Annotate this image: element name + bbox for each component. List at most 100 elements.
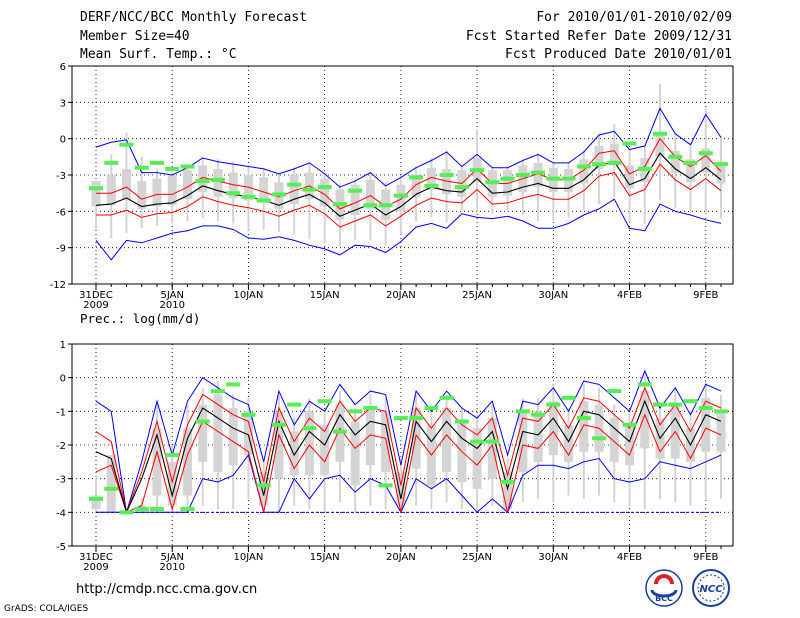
obs-marker [302,426,317,431]
y-tick-label: -5 [56,542,66,553]
max-envelope-line [95,369,722,513]
forecast-started-label: Fcst Started Refer Date 2009/12/31 [465,29,732,44]
box [91,181,101,207]
obs-marker [576,164,591,169]
obs-marker [531,412,546,417]
obs-marker [622,422,637,427]
obs-marker [531,170,546,175]
x-tick-label: 10JAN [234,552,264,563]
obs-marker [454,419,469,424]
obs-marker [470,168,485,173]
x-tick-year-label: 2009 [83,300,108,311]
obs-marker [302,187,317,192]
box [320,424,330,476]
obs-marker [683,160,698,165]
obs-marker [287,182,302,187]
box [152,178,162,207]
obs-marker [546,402,561,407]
obs-marker [210,177,225,182]
y-tick-label: 0 [60,135,66,146]
obs-marker [515,409,530,414]
box [274,411,284,479]
obs-marker [378,203,393,208]
obs-marker [439,395,454,400]
obs-marker [119,510,134,515]
box [320,178,330,207]
min-envelope-line [95,198,722,261]
obs-marker [592,162,607,167]
obs-marker [424,405,439,410]
box [518,411,528,472]
lower-spread-line [95,413,722,513]
box [655,135,665,157]
obs-marker [226,382,241,387]
obs-marker [607,389,622,394]
box [350,421,360,486]
obs-marker [256,198,271,203]
obs-marker [348,188,363,193]
upper-spread-line [96,137,722,210]
obs-marker [149,506,164,511]
chart-title: DERF/NCC/BCC Monthly Forecast [80,10,307,25]
obs-marker [149,160,164,165]
obs-marker [561,395,576,400]
box [198,404,208,462]
y-tick-label: -2 [56,441,66,452]
obs-marker [317,185,332,190]
box [259,177,269,203]
box [182,428,192,496]
obs-marker [561,176,576,181]
box [396,471,406,506]
box [198,165,208,192]
obs-marker [500,480,515,485]
box [533,162,543,188]
precipitation-variable-label: Prec.: log(mm/d) [80,311,201,326]
box [396,184,406,212]
obs-marker [698,151,713,156]
source-url[interactable]: http://cmdp.ncc.cma.gov.cn [76,582,258,597]
obs-marker [210,389,225,394]
x-tick-year-label: 2009 [83,562,108,573]
box [228,172,238,199]
box [411,175,421,197]
y-tick-label: -9 [56,244,66,255]
obs-marker [226,191,241,196]
x-tick-label: 30JAN [538,290,568,301]
obs-marker [393,193,408,198]
box [625,165,635,189]
forecast-period-label: For 2010/01/01-2010/02/09 [536,10,732,25]
obs-marker [241,412,256,417]
y-tick-label: -6 [56,207,66,218]
box [411,407,421,469]
y-tick-label: -1 [56,407,66,418]
box [442,168,452,195]
obs-marker [104,486,119,491]
x-tick-year-label: 2010 [159,562,184,573]
box [152,428,162,496]
obs-marker [424,183,439,188]
obs-marker [668,402,683,407]
obs-marker [287,402,302,407]
x-tick-label: 31DEC [79,290,113,301]
box [243,175,253,201]
obs-marker [195,419,210,424]
box [213,168,223,197]
box [716,161,726,184]
obs-marker [653,402,668,407]
box [182,170,192,200]
obs-marker [622,141,637,146]
box [609,418,619,462]
obs-marker [668,154,683,159]
box [365,407,375,466]
box [167,175,177,206]
box [228,407,238,466]
x-tick-label: 15JAN [310,290,340,301]
box [106,455,116,513]
obs-marker [637,166,652,171]
y-tick-label: -12 [50,280,66,291]
y-tick-label: 0 [60,374,66,385]
box [487,418,497,479]
